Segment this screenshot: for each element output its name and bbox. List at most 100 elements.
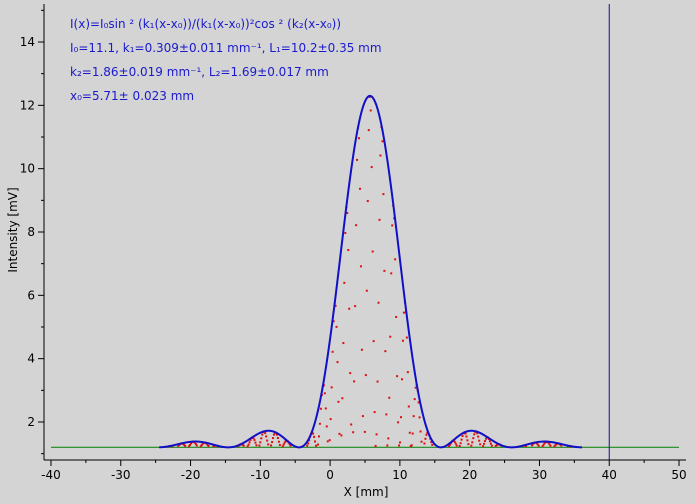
- data-point: [453, 440, 456, 443]
- data-point: [358, 187, 361, 190]
- data-point: [471, 441, 474, 444]
- data-point: [385, 413, 388, 416]
- data-point: [344, 231, 347, 234]
- data-point: [312, 432, 315, 435]
- data-point: [283, 441, 286, 444]
- data-point: [459, 442, 462, 445]
- data-point: [189, 442, 192, 445]
- data-point: [200, 444, 203, 447]
- data-point: [346, 212, 349, 215]
- data-point: [335, 325, 338, 328]
- data-point: [207, 445, 210, 448]
- data-point: [454, 442, 457, 445]
- data-point: [465, 435, 468, 438]
- data-point: [366, 200, 369, 203]
- data-point: [267, 443, 270, 446]
- data-point: [373, 411, 376, 414]
- data-point: [331, 350, 334, 353]
- data-point: [328, 439, 331, 442]
- data-point: [330, 386, 333, 389]
- data-point: [278, 443, 281, 446]
- data-point: [367, 129, 370, 132]
- data-point: [430, 441, 433, 444]
- data-point: [387, 437, 390, 440]
- data-point: [261, 433, 264, 436]
- data-point: [448, 443, 451, 446]
- data-point: [336, 361, 339, 364]
- data-point: [334, 304, 337, 307]
- data-point: [356, 158, 359, 161]
- data-point: [478, 439, 481, 442]
- data-point: [341, 397, 344, 400]
- params-annotation-3: x₀=5.71± 0.023 mm: [70, 89, 194, 103]
- data-point: [363, 430, 366, 433]
- data-point: [282, 443, 285, 446]
- data-point: [541, 445, 544, 448]
- y-tick-label: 14: [20, 35, 35, 49]
- data-point: [379, 154, 382, 157]
- data-point: [372, 340, 375, 343]
- data-point: [390, 272, 393, 275]
- data-point: [349, 372, 352, 375]
- data-point: [525, 445, 528, 448]
- data-point: [352, 431, 355, 434]
- data-point: [402, 311, 405, 314]
- x-tick-label: -10: [251, 468, 271, 482]
- data-point: [455, 444, 458, 447]
- data-point: [252, 436, 255, 439]
- x-tick-label: 30: [532, 468, 547, 482]
- data-point: [199, 445, 202, 448]
- data-point: [342, 342, 345, 345]
- data-point: [530, 444, 533, 447]
- data-point: [424, 437, 427, 440]
- data-point: [326, 440, 329, 443]
- data-point: [377, 301, 380, 304]
- data-point: [408, 431, 411, 434]
- data-point: [361, 415, 364, 418]
- data-point: [461, 434, 464, 437]
- params-annotation-1: I₀=11.1, k₁=0.309±0.011 mm⁻¹, L₁=10.2±0.…: [70, 41, 382, 55]
- fit-curve-series: [159, 94, 583, 449]
- data-point: [275, 433, 278, 436]
- data-point: [347, 249, 350, 252]
- data-point: [398, 444, 401, 447]
- data-point: [364, 374, 367, 377]
- x-tick-label: 50: [671, 468, 686, 482]
- data-point: [277, 440, 280, 443]
- data-point: [318, 422, 321, 425]
- data-point: [319, 407, 322, 410]
- data-point: [383, 269, 386, 272]
- data-point: [414, 386, 417, 389]
- data-point: [265, 435, 268, 438]
- x-tick-label: -20: [181, 468, 201, 482]
- data-point: [466, 439, 469, 442]
- data-point: [188, 443, 191, 446]
- data-point: [324, 407, 327, 410]
- data-point: [259, 441, 262, 444]
- data-point: [323, 392, 326, 395]
- data-point: [254, 441, 257, 444]
- data-point: [183, 443, 186, 446]
- data-point: [447, 445, 450, 448]
- data-point: [264, 432, 267, 435]
- y-tick-label: 10: [20, 162, 35, 176]
- data-point: [458, 444, 461, 447]
- data-point: [412, 415, 415, 418]
- data-point: [391, 224, 394, 227]
- data-point: [272, 437, 275, 440]
- data-point: [266, 439, 269, 442]
- data-point: [560, 444, 563, 447]
- data-point: [531, 443, 534, 446]
- data-point: [270, 444, 273, 447]
- data-point: [554, 444, 557, 447]
- data-point: [332, 320, 335, 323]
- data-point: [382, 193, 385, 196]
- data-point: [306, 444, 309, 447]
- data-point: [535, 442, 538, 445]
- data-point: [425, 433, 428, 436]
- data-point: [195, 444, 198, 447]
- y-tick-label: 6: [27, 288, 35, 302]
- data-point: [307, 442, 310, 445]
- data-point: [401, 339, 404, 342]
